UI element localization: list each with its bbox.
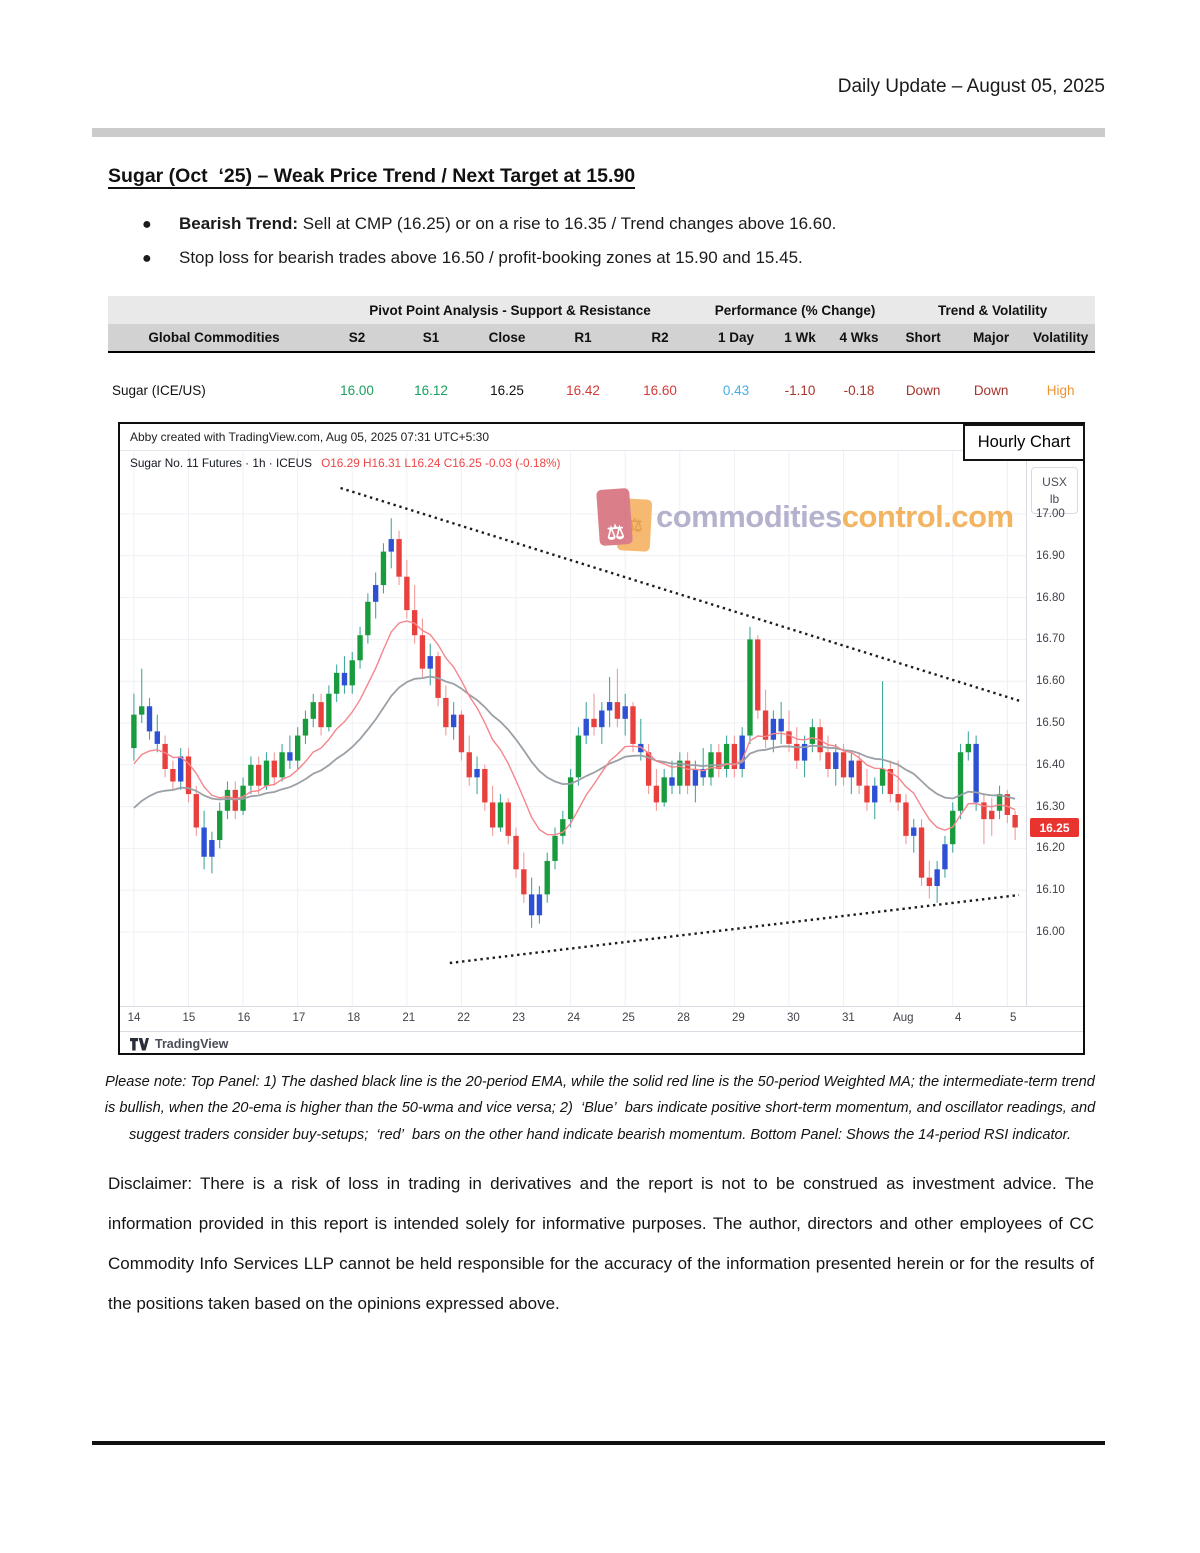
table-value-cell: 16.60 <box>643 382 677 398</box>
price-scale: USX lb 16.25 17.00 16.90 16.80 16.70 16.60 16… <box>1026 451 1083 1006</box>
table-group-header: Trend & Volatility <box>890 296 1096 324</box>
date-axis-label: 5 <box>1009 1012 1017 1024</box>
table-value-cell: Down <box>973 382 1009 398</box>
price-axis-label: 17.00 <box>1036 508 1065 520</box>
table-column-header: R1 <box>546 324 620 353</box>
key-points-list: ● Bearish Trend: Sell at CMP (16.25) or … <box>142 214 1200 268</box>
chart-plot-area: Sugar No. 11 Futures · 1h · ICEUS O16.29 … <box>120 451 1026 1006</box>
bullet-text: Stop loss for bearish trades above 16.50… <box>179 248 803 267</box>
table-group-header <box>108 296 320 324</box>
date-axis-label: 16 <box>237 1012 251 1024</box>
list-item: ● Bearish Trend: Sell at CMP (16.25) or … <box>142 214 1200 234</box>
table-column-header: S2 <box>320 324 394 353</box>
date-axis-label: 18 <box>347 1012 361 1024</box>
list-item: ● Stop loss for bearish trades above 16.… <box>142 248 1200 268</box>
disclaimer-text: Disclaimer: There is a risk of loss in t… <box>108 1173 1094 1313</box>
table-column-header: 4 Wks <box>828 324 891 353</box>
table-column-header: 1 Wk <box>772 324 829 353</box>
symbol-ohlc-values: O16.29 H16.31 L16.24 C16.25 -0.03 (-0.18… <box>321 456 561 470</box>
watermark-text: commodities <box>656 499 842 534</box>
table-value-cell: 16.25 <box>490 382 524 398</box>
table-column-header: Volatility <box>1026 324 1096 353</box>
section-title: Sugar (Oct ‘25) – Weak Price Trend / Nex… <box>108 165 636 187</box>
price-axis-label: 16.70 <box>1036 633 1065 646</box>
price-unit-box: USX lb <box>1031 467 1078 514</box>
date-axis-label: 25 <box>622 1012 635 1024</box>
tradingview-chart: Abby created with TradingView.com, Aug 0… <box>118 422 1085 1055</box>
table-column-header: S1 <box>394 324 468 353</box>
date-axis-label: 29 <box>732 1012 745 1024</box>
table-column-header: Major <box>956 324 1027 353</box>
date-axis-label: 31 <box>841 1012 855 1024</box>
price-unit: lb <box>1049 492 1060 506</box>
table-column-header: 1 Day <box>700 324 773 353</box>
table-group-header: Pivot Point Analysis - Support & Resista… <box>320 296 701 324</box>
price-axis-label: 16.10 <box>1036 884 1065 897</box>
price-axis-label: 16.60 <box>1036 675 1065 688</box>
dotted-trendline <box>340 486 1021 703</box>
date-axis-label: 14 <box>127 1012 141 1024</box>
price-unit: USX <box>1042 475 1067 489</box>
table-row: Sugar (ICE/US) 16.00 16.12 16.25 16.42 16.60 0… <box>108 376 1095 404</box>
price-axis-label: 16.40 <box>1036 758 1065 771</box>
date-axis-label: 17 <box>292 1012 306 1024</box>
time-scale: 14 15 16 17 18 21 22 23 24 25 28 29 30 31 Aug 4 5 <box>120 1006 1083 1031</box>
price-axis-label: 16.20 <box>1036 842 1065 855</box>
watermark-text: control.com <box>841 499 1014 534</box>
table-spacer <box>108 352 1096 376</box>
pivot-analysis-table: Pivot Point Analysis - Support & Resista… <box>108 296 1096 404</box>
date-axis-label: 30 <box>786 1012 800 1024</box>
price-axis-label: 16.50 <box>1036 717 1065 729</box>
bullet-text: Bearish Trend: Sell at CMP (16.25) or on… <box>179 214 837 233</box>
chart-creator-line: Abby created with TradingView.com, Aug 0… <box>120 424 1083 451</box>
chart-main-area: Sugar No. 11 Futures · 1h · ICEUS O16.29 … <box>120 451 1083 1006</box>
table-value-cell: -1.10 <box>784 382 816 398</box>
table-value-cell: -0.18 <box>843 382 875 398</box>
table-column-header: Global Commodities <box>108 324 320 353</box>
price-axis-label: 16.30 <box>1036 800 1065 813</box>
date-axis-label: 21 <box>402 1012 416 1024</box>
table-column-header: R2 <box>620 324 701 353</box>
tradingview-logo-icon <box>130 1037 149 1050</box>
tradingview-brand-label: TradingView <box>155 1037 229 1051</box>
table-value-cell: Down <box>905 382 941 398</box>
table-value-cell: High <box>1046 382 1075 398</box>
table-group-header: Performance (% Change) <box>700 296 891 324</box>
bullet-icon: ● <box>142 216 152 233</box>
table-value-cell: 0.43 <box>722 382 750 398</box>
candlestick-canvas <box>120 451 1026 1006</box>
wma-gray-line <box>133 675 1016 809</box>
table-column-header: Close <box>468 324 546 353</box>
last-price-tag: 16.25 <box>1030 818 1079 837</box>
symbol-name: Sugar No. 11 Futures · 1h · ICEUS <box>130 456 313 470</box>
chart-footnote: Please note: Top Panel: 1) The dashed bl… <box>104 1074 1096 1143</box>
footer-divider <box>92 1441 1105 1445</box>
table-value-cell: 16.42 <box>566 382 600 398</box>
date-axis-label: 15 <box>182 1012 196 1024</box>
date-axis-label: 4 <box>955 1012 962 1024</box>
date-axis-label: Aug <box>893 1012 914 1024</box>
symbol-info-line: Sugar No. 11 Futures · 1h · ICEUS O16.29 … <box>130 456 560 470</box>
table-column-header: Short <box>890 324 957 353</box>
price-axis-label: 16.80 <box>1036 591 1065 604</box>
date-axis-label: 22 <box>457 1012 471 1024</box>
scales-icon: ⚖ <box>596 487 633 547</box>
bullet-icon: ● <box>142 250 152 267</box>
commoditiescontrol-watermark: ⚖ ⚖ commodities control.com <box>596 483 1014 552</box>
table-value-cell: 16.12 <box>414 382 448 398</box>
hourly-chart-badge: Hourly Chart <box>963 424 1085 461</box>
ema-red-line <box>133 620 1016 836</box>
commodity-name-cell: Sugar (ICE/US) <box>112 382 206 398</box>
page-title: Daily Update – August 05, 2025 <box>837 76 1105 97</box>
tradingview-brand-row: TradingView <box>120 1031 1083 1056</box>
header-divider <box>92 128 1105 137</box>
date-axis-label: 23 <box>512 1012 526 1024</box>
table-value-cell: 16.00 <box>340 382 374 398</box>
date-axis-label: 28 <box>677 1012 690 1024</box>
price-axis-label: 16.90 <box>1036 549 1065 562</box>
date-axis-label: 24 <box>567 1012 580 1024</box>
price-axis-label: 16.00 <box>1036 926 1065 938</box>
